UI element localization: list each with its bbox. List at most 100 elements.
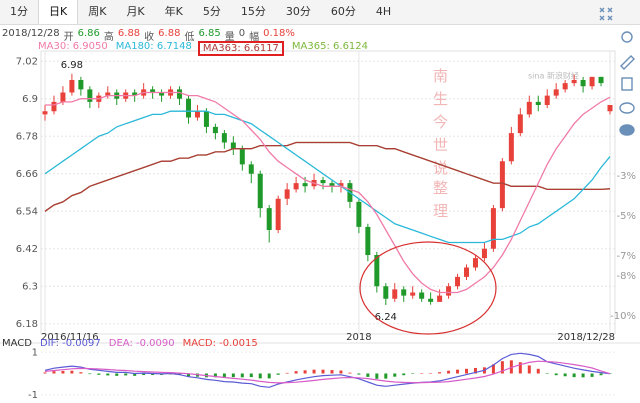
tab[interactable]: 1分 [10, 5, 28, 18]
panel-title: MACD [2, 338, 32, 349]
candle-body [42, 111, 48, 115]
legend-entry: MACD: -0.0015 [182, 338, 258, 349]
tab[interactable]: 15分 [240, 5, 266, 18]
macd-bar [312, 369, 316, 374]
macd-bar [554, 373, 558, 376]
macd-bar [124, 373, 128, 376]
macd-bar [590, 373, 594, 377]
tab[interactable]: 5分 [202, 5, 221, 18]
plot: 6.18 6.3 6.42 6.54 6.66 6.78 6.9 7.02 -3% -5% -7% -… [16, 50, 636, 343]
macd-bar [240, 373, 244, 378]
y-tick-label: 6.3 [22, 281, 38, 292]
legend-entry: MA180: 6.7148 [115, 41, 192, 52]
macd-bar [447, 370, 451, 374]
macd-bar [88, 373, 92, 375]
tab[interactable]: 60分 [330, 5, 356, 18]
source-logo: sina 新浪财经 [528, 71, 579, 81]
y2-tick-label: -10% [610, 311, 636, 322]
highlight-circle [359, 241, 497, 335]
macd-bar [563, 373, 567, 377]
chat-icon[interactable] [619, 124, 635, 136]
macd-bar [572, 373, 576, 378]
ma-line [44, 110, 611, 244]
candle-body [230, 142, 236, 149]
tab[interactable]: 月K [126, 5, 145, 18]
info-value: 6.85 [198, 28, 221, 39]
tab[interactable]: 4H [375, 5, 392, 18]
y-tick-label: 6.42 [16, 244, 38, 255]
macd-bar [142, 373, 146, 375]
legend-entry: MA365: 6.6124 [291, 41, 369, 52]
info-label: 开 [63, 32, 74, 43]
candle-body [177, 89, 183, 99]
y2-tick-label: -8% [617, 271, 636, 282]
candle-body [517, 114, 523, 134]
candle-body [132, 92, 138, 96]
plot-frame [40, 50, 616, 335]
macd-bar [258, 373, 262, 379]
candle-body [401, 289, 407, 296]
ma-line [45, 91, 611, 294]
tab[interactable]: 日K [38, 0, 79, 24]
candle-body [544, 95, 550, 105]
macd-bar [465, 368, 469, 374]
weibo-icon[interactable] [619, 102, 635, 114]
x-tick-label: 2018/12/28 [557, 332, 615, 343]
legend-entry: MA363: 6.6117 [197, 41, 284, 56]
macd-bar [321, 369, 325, 374]
candle-body [562, 83, 568, 90]
info-label: 低 [184, 32, 195, 43]
fullscreen-icon[interactable] [599, 7, 613, 21]
y-tick-label: 6.66 [16, 169, 38, 180]
macd-bar [518, 362, 522, 374]
note-icon[interactable] [621, 77, 633, 91]
candle-body [374, 255, 380, 287]
macd-bar [420, 373, 424, 374]
candle-body [194, 111, 200, 118]
candle-body [329, 183, 335, 187]
macd-bar [222, 373, 226, 378]
ma-legend: MA30: 6.9050 MA180: 6.7148 MA363: 6.6117 MA… [38, 41, 368, 56]
info-value: 6.86 [77, 28, 100, 39]
candle-body [221, 133, 227, 143]
macd-bar [294, 371, 298, 374]
macd-bar [267, 373, 271, 379]
candle-body [69, 80, 75, 93]
tab[interactable]: 30分 [285, 5, 311, 18]
candle-body [428, 298, 434, 302]
tab[interactable]: 周K [88, 5, 107, 18]
candle-body [526, 101, 532, 115]
candle-body [535, 101, 541, 105]
candle-body [410, 292, 416, 296]
candle-body [392, 289, 398, 299]
macd-bar [285, 372, 289, 374]
candle-body [51, 101, 57, 112]
y2-tick-label: -5% [617, 211, 636, 222]
macd-bar [384, 373, 388, 379]
draw-icon[interactable] [620, 55, 635, 70]
macd-bar [581, 373, 585, 378]
ma-line [44, 141, 611, 212]
candle-body [150, 89, 156, 93]
candle-body [87, 89, 93, 102]
macd-bar [276, 373, 280, 375]
candle-body [365, 226, 371, 255]
info-label: 幅 [249, 32, 260, 43]
toolbar [599, 7, 635, 136]
candle-body [185, 98, 191, 118]
candle-body [248, 164, 254, 174]
candle-body [159, 92, 165, 96]
candle-body [455, 276, 461, 287]
settings-icon[interactable] [621, 31, 633, 43]
candle-body [446, 286, 452, 296]
macd-bar [151, 373, 155, 375]
candles: 6.98 6.24 [42, 60, 613, 323]
macd-bar [249, 373, 253, 378]
macd-bar [536, 368, 540, 374]
macd-bar [429, 373, 433, 374]
candle-body [464, 267, 470, 277]
tab[interactable]: 年K [164, 5, 183, 18]
macd-legend: MACD DIF: -0.0097 DEA: -0.0090 MACD: -0.001… [2, 338, 258, 349]
candle-body [302, 183, 308, 187]
